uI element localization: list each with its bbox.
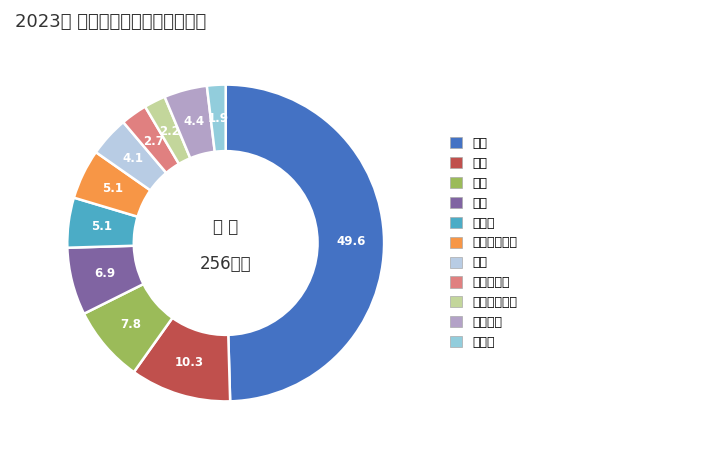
Text: 4.4: 4.4 [183,116,205,129]
Wedge shape [68,246,143,314]
Text: 総 額: 総 額 [213,218,238,236]
Text: 2.7: 2.7 [143,135,164,148]
Wedge shape [74,152,151,217]
Legend: 中国, 韓国, タイ, 台湾, インド, インドネシア, 米国, マレーシア, シンガポール, ベトナム, その他: 中国, 韓国, タイ, 台湾, インド, インドネシア, 米国, マレーシア, … [450,137,517,349]
Text: 2.2: 2.2 [159,125,180,138]
Text: 256億円: 256億円 [200,255,251,273]
Text: 10.3: 10.3 [175,356,204,369]
Wedge shape [165,86,215,158]
Text: 49.6: 49.6 [336,235,365,248]
Wedge shape [145,97,190,164]
Wedge shape [123,107,179,173]
Text: 7.8: 7.8 [120,318,141,331]
Wedge shape [96,122,166,190]
Text: 1.9: 1.9 [207,112,229,125]
Wedge shape [134,318,230,401]
Text: 5.1: 5.1 [91,220,112,233]
Text: 6.9: 6.9 [94,267,115,280]
Wedge shape [67,198,138,248]
Wedge shape [226,85,384,401]
Text: 5.1: 5.1 [103,182,124,195]
Wedge shape [84,284,173,372]
Text: 4.1: 4.1 [123,152,143,165]
Wedge shape [207,85,226,152]
Text: 2023年 輸出相手国のシェア（％）: 2023年 輸出相手国のシェア（％） [15,14,206,32]
